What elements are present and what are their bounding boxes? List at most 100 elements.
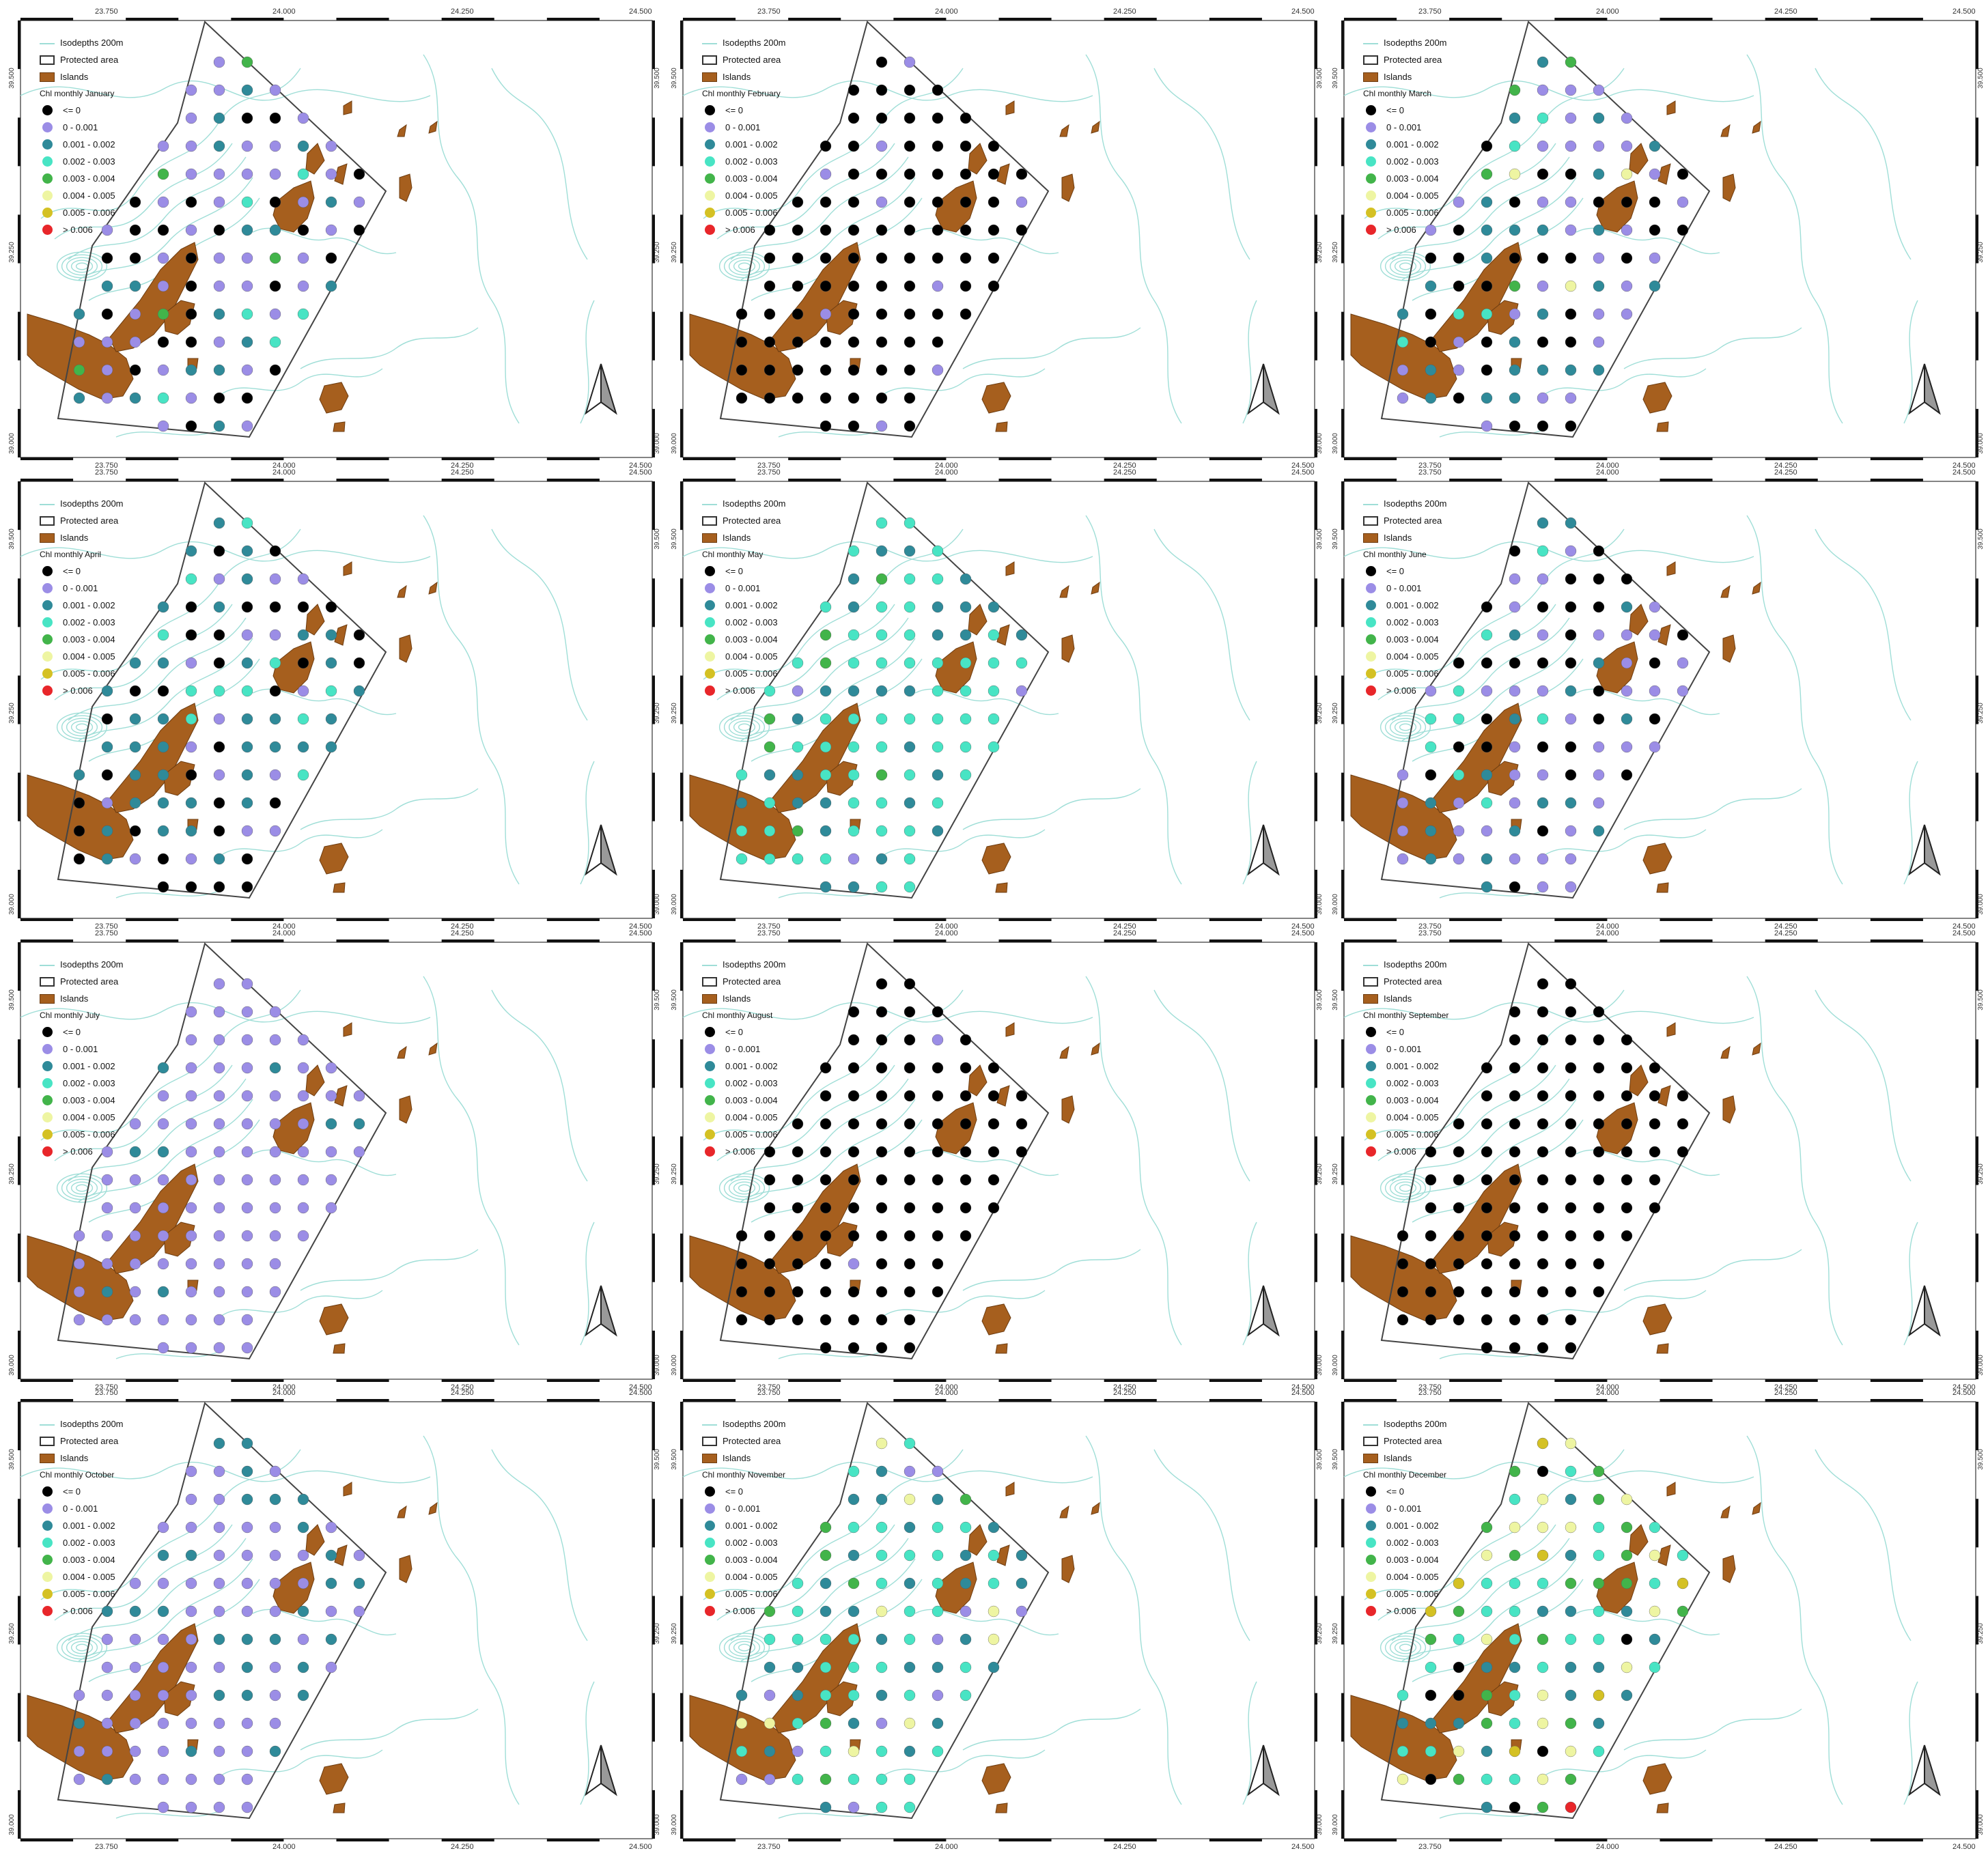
sample-point bbox=[297, 741, 309, 753]
legend-label: Isodepths 200m bbox=[60, 959, 124, 970]
sample-point bbox=[848, 112, 860, 124]
legend-dot bbox=[42, 1503, 53, 1514]
sample-point bbox=[820, 657, 832, 669]
sample-point bbox=[1621, 140, 1633, 152]
legend-class-row: 0 - 0.001 bbox=[1363, 1041, 1448, 1058]
legend-class-row: 0.005 - 0.006 bbox=[1363, 204, 1447, 221]
sample-point bbox=[848, 1006, 860, 1018]
sample-point bbox=[932, 1521, 944, 1534]
sample-point bbox=[1537, 1717, 1549, 1729]
legend-dot bbox=[1366, 105, 1376, 115]
sample-point bbox=[848, 1034, 860, 1046]
sample-point bbox=[297, 1118, 309, 1130]
sample-point bbox=[1425, 713, 1437, 725]
sample-point bbox=[792, 252, 804, 264]
sample-point bbox=[1677, 1577, 1689, 1589]
legend-dot bbox=[705, 1044, 715, 1054]
sample-point bbox=[848, 741, 860, 753]
sample-point bbox=[1509, 1202, 1521, 1214]
x-tick-label: 23.750 bbox=[95, 462, 118, 470]
sample-point bbox=[1565, 1342, 1577, 1354]
sample-point bbox=[876, 392, 888, 404]
sample-point bbox=[297, 1146, 309, 1158]
legend-class-row: <= 0 bbox=[702, 563, 786, 580]
sample-point bbox=[904, 1006, 916, 1018]
legend-row-protected: Protected area bbox=[702, 512, 786, 529]
sample-point bbox=[764, 1689, 776, 1701]
sample-point bbox=[792, 280, 804, 292]
sample-point bbox=[269, 1605, 281, 1617]
sample-point bbox=[269, 1034, 281, 1046]
legend-symbol-islands bbox=[40, 533, 55, 543]
sample-point bbox=[297, 168, 309, 180]
sample-point bbox=[1677, 1118, 1689, 1130]
legend-class-label: <= 0 bbox=[63, 1027, 81, 1037]
sample-point bbox=[213, 1521, 225, 1534]
sample-point bbox=[157, 196, 169, 208]
legend-dot bbox=[1366, 225, 1376, 235]
sample-point bbox=[960, 1521, 972, 1534]
sample-point bbox=[932, 1118, 944, 1130]
sample-point bbox=[129, 769, 141, 781]
y-tick-label: 39.000 bbox=[670, 1814, 678, 1835]
sample-point bbox=[185, 1258, 197, 1270]
x-tick-label: 24.000 bbox=[935, 922, 958, 931]
sample-point bbox=[1537, 1314, 1549, 1326]
sample-point bbox=[1565, 978, 1577, 990]
legend-class-row: <= 0 bbox=[702, 1483, 786, 1500]
y-tick-label: 39.250 bbox=[1976, 1623, 1985, 1644]
sample-point bbox=[297, 1090, 309, 1102]
sample-point bbox=[764, 1661, 776, 1673]
sample-point bbox=[848, 881, 860, 893]
sample-point bbox=[1509, 1577, 1521, 1589]
sample-point bbox=[1537, 1493, 1549, 1506]
sample-point bbox=[1397, 1258, 1409, 1270]
sample-point bbox=[1677, 168, 1689, 180]
legend-dot bbox=[705, 566, 715, 576]
x-tick-label: 24.250 bbox=[1774, 1389, 1797, 1397]
sample-point bbox=[1481, 1342, 1493, 1354]
y-tick-label: 39.500 bbox=[8, 528, 16, 550]
sample-point bbox=[185, 1801, 197, 1813]
sample-point bbox=[1481, 1314, 1493, 1326]
sample-point bbox=[904, 112, 916, 124]
sample-point bbox=[876, 280, 888, 292]
x-tick-label: 23.750 bbox=[1418, 922, 1442, 931]
y-tick-label: 39.000 bbox=[1315, 433, 1324, 454]
sample-point bbox=[1453, 224, 1465, 236]
legend-class-label: 0.003 - 0.004 bbox=[63, 1555, 115, 1565]
legend-label: Islands bbox=[723, 72, 751, 82]
legend-class-label: 0.002 - 0.003 bbox=[63, 617, 115, 627]
legend-dot bbox=[1366, 208, 1376, 218]
y-tick-label: 39.000 bbox=[1331, 433, 1339, 454]
sample-point bbox=[848, 280, 860, 292]
sample-point bbox=[1537, 978, 1549, 990]
sample-point bbox=[848, 685, 860, 697]
sample-point bbox=[101, 392, 113, 404]
sample-point bbox=[1677, 657, 1689, 669]
map-legend: Isodepths 200m Protected area Islands Chl m… bbox=[1363, 956, 1448, 1160]
sample-point bbox=[764, 392, 776, 404]
legend-class-row: 0.004 - 0.005 bbox=[40, 1568, 124, 1585]
map-legend: Isodepths 200m Protected area Islands Chl m… bbox=[40, 495, 124, 699]
north-arrow-icon bbox=[1247, 1744, 1280, 1796]
sample-point bbox=[1397, 1689, 1409, 1701]
legend-class-label: > 0.006 bbox=[725, 1606, 755, 1616]
sample-point bbox=[820, 1314, 832, 1326]
x-tick-label: 23.750 bbox=[1418, 462, 1442, 470]
sample-point bbox=[129, 1258, 141, 1270]
sample-point bbox=[1481, 1633, 1493, 1645]
sample-point bbox=[904, 56, 916, 68]
sample-point bbox=[129, 224, 141, 236]
sample-point bbox=[932, 1717, 944, 1729]
sample-point bbox=[325, 1549, 337, 1562]
islands-layer bbox=[689, 561, 1100, 893]
sample-point bbox=[325, 629, 337, 641]
sample-point bbox=[1537, 168, 1549, 180]
sample-point bbox=[848, 1314, 860, 1326]
legend-symbol-isodepths bbox=[702, 503, 717, 505]
sample-point bbox=[736, 1773, 748, 1785]
y-tick-label: 39.250 bbox=[653, 1623, 661, 1644]
sample-point bbox=[792, 741, 804, 753]
sample-point bbox=[1016, 1577, 1028, 1589]
